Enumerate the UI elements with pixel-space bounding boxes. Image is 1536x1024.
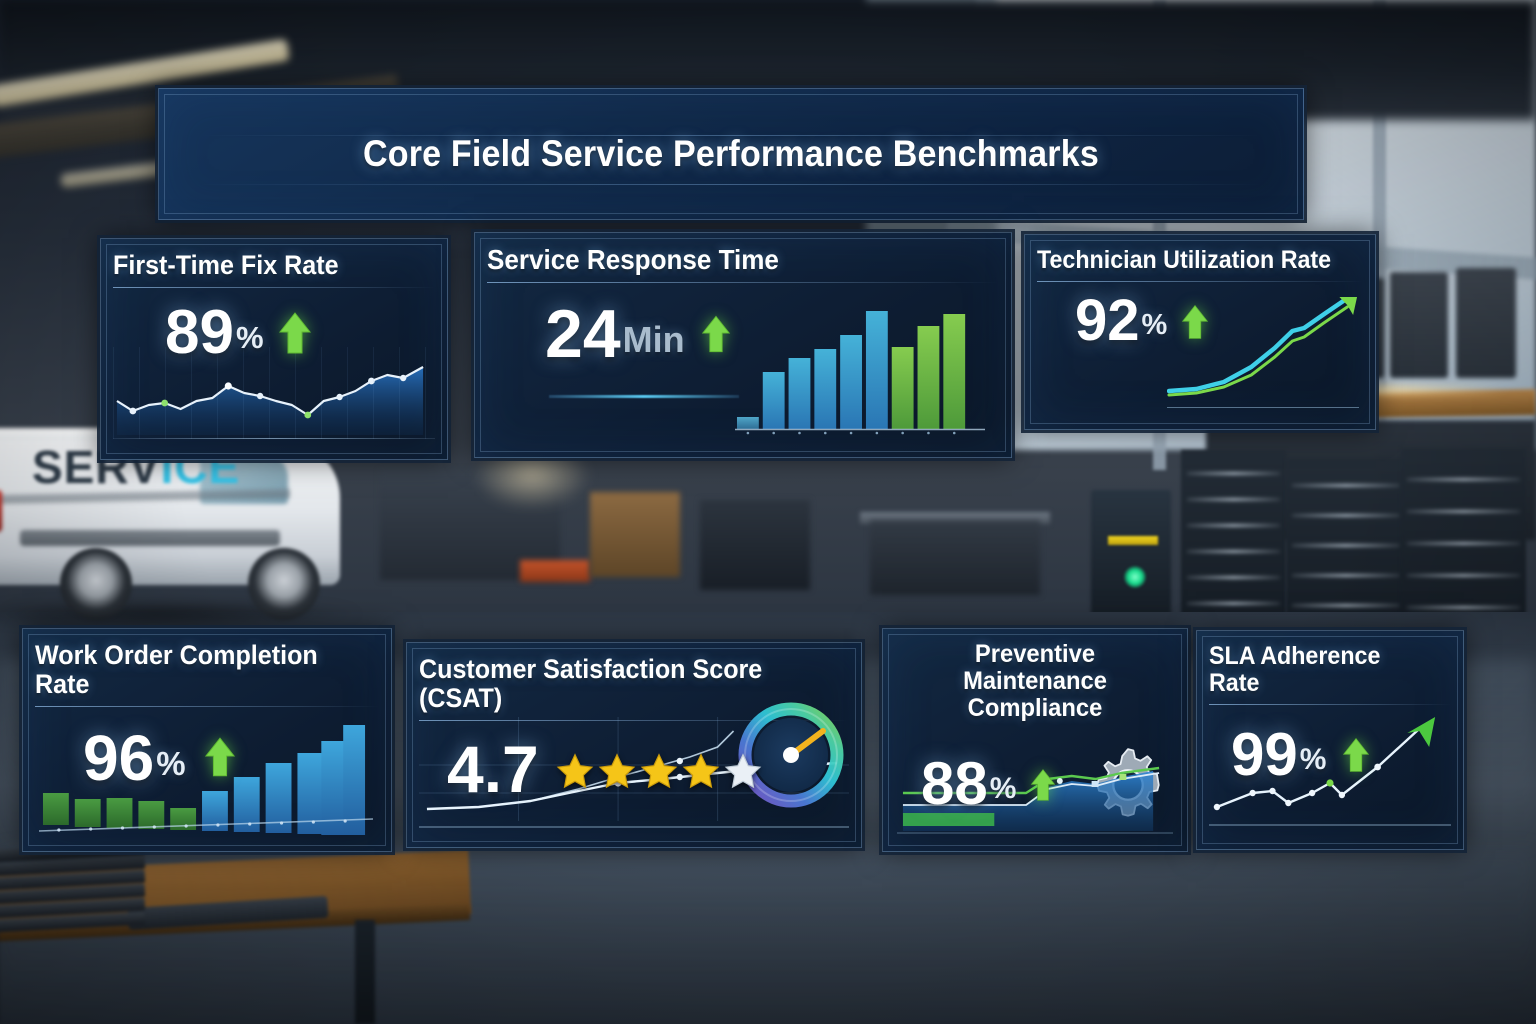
title-divider [1037, 281, 1363, 282]
metric-unit: Min [622, 318, 685, 360]
page-title: Core Field Service Performance Benchmark… [363, 133, 1099, 174]
metric-underline [549, 395, 739, 399]
van-taillight [0, 490, 2, 532]
card-title-work-order-completion-rate: Work Order Completion Rate [35, 640, 318, 700]
card-title-first-time-fix-rate: First-Time Fix Rate [113, 250, 339, 280]
kpi-card-work-order-completion-rate[interactable]: Work Order Completion Rate 96 % [22, 628, 392, 852]
arrow-up-icon [1031, 768, 1056, 801]
kpi-card-service-response-time[interactable]: Service Response Time 24 Min [474, 232, 1012, 458]
card-body: 96 % [35, 707, 379, 839]
storage-rack [1456, 268, 1516, 378]
metric-unit: % [989, 771, 1017, 805]
kpi-card-customer-satisfaction-score[interactable]: Customer Satisfaction Score (CSAT) 4.7 [406, 642, 862, 848]
tool-cabinet [1181, 450, 1286, 625]
card-body: 99 % [1209, 705, 1451, 837]
status-light-green [1124, 566, 1146, 588]
banner-screen: Core Field Service Performance Benchmark… [158, 88, 1304, 220]
star-filled-icon [682, 753, 720, 789]
gauge-icon [738, 702, 844, 808]
title-divider [1209, 704, 1451, 705]
metric-preventive-maintenance-compliance: 88 % [921, 750, 1056, 817]
arrow-up-icon [278, 312, 311, 354]
arrow-up-icon [1182, 304, 1209, 339]
tool-cabinet [1286, 458, 1406, 628]
chart-preventive-maintenance-compliance [897, 765, 1173, 837]
arrow-up-icon [1343, 737, 1370, 772]
metric-unit: % [1299, 742, 1327, 776]
kpi-card-preventive-maintenance-compliance[interactable]: Preventive Maintenance Compliance 88 % [882, 628, 1188, 852]
van-wheel [60, 548, 132, 620]
card-title-customer-satisfaction-score: Customer Satisfaction Score (CSAT) [419, 654, 763, 714]
metric-sla-adherence-rate: 99 % [1231, 721, 1370, 788]
card-body: 4.7 [419, 702, 849, 835]
chart-axis [113, 438, 435, 439]
metric-first-time-fix-rate: 89 % [165, 298, 312, 368]
mid-table-base [870, 520, 1040, 595]
kpi-card-sla-adherence-rate[interactable]: SLA Adherence Rate 99 % [1196, 630, 1464, 850]
title-divider [487, 282, 999, 284]
metric-unit: % [156, 745, 186, 783]
banner-divider-bottom [199, 184, 1263, 185]
tool-cabinet [1401, 448, 1526, 628]
chart-sla-adherence-rate [1209, 705, 1451, 831]
metric-value: 89 [165, 298, 234, 368]
metric-service-response-time: 24 Min [545, 296, 731, 373]
bar-chart-svg [735, 311, 985, 435]
mid-cabinet [700, 500, 810, 590]
stacked-panels [0, 841, 150, 934]
chart-work-order-completion-rate [38, 697, 374, 835]
bar-chart-svg [38, 725, 374, 835]
workbench-light-glow [1266, 386, 1506, 394]
chart-service-response-time [735, 295, 985, 435]
card-body: 88 % [895, 722, 1175, 839]
star-filled-icon [598, 753, 636, 789]
metric-value: 24 [545, 296, 621, 373]
metric-unit: % [235, 320, 264, 356]
metric-value: 88 [921, 750, 988, 817]
star-rating [555, 752, 763, 792]
machine-yellow-panel [1108, 536, 1158, 545]
orange-crate [520, 560, 590, 582]
metric-value: 96 [83, 722, 155, 795]
card-title-preventive-maintenance-compliance: Preventive Maintenance Compliance [963, 640, 1107, 722]
star-filled-icon [556, 753, 594, 789]
line-chart-svg [1209, 717, 1451, 826]
workbench-leg [355, 920, 375, 1024]
star-filled-icon [640, 753, 678, 789]
card-title-service-response-time: Service Response Time [487, 244, 779, 275]
card-body: 24 Min [487, 283, 999, 445]
metric-work-order-completion-rate: 96 % [83, 722, 236, 795]
trend-arrow-chart-svg [1166, 297, 1359, 408]
chart-first-time-fix-rate [113, 347, 435, 439]
metric-value: 4.7 [447, 732, 539, 807]
metric-value: 92 [1075, 288, 1140, 353]
chart-technician-utilization-rate [1166, 295, 1359, 413]
title-divider [35, 706, 379, 708]
line-chart-svg [116, 366, 424, 435]
arrow-up-icon [204, 737, 235, 777]
area-chart-svg [897, 766, 1173, 834]
storage-rack [1390, 272, 1448, 378]
card-body: 92 % [1037, 282, 1363, 417]
metric-value: 99 [1231, 721, 1298, 788]
cardboard-box [590, 492, 680, 577]
metric-technician-utilization-rate: 92 % [1075, 288, 1209, 353]
kpi-card-first-time-fix-rate[interactable]: First-Time Fix Rate 89 % [100, 238, 448, 460]
van-side-stripe [20, 530, 280, 546]
card-body: 89 % [113, 288, 435, 447]
title-divider [419, 720, 849, 722]
metric-customer-satisfaction-score: 4.7 [447, 732, 763, 807]
shop-machine [1091, 490, 1171, 630]
chart-grid [113, 347, 435, 439]
card-title-sla-adherence-rate: SLA Adherence Rate [1209, 642, 1381, 697]
arrow-up-icon [701, 315, 730, 352]
metric-unit: % [1141, 308, 1168, 341]
kpi-card-technician-utilization-rate[interactable]: Technician Utilization Rate 92 % [1024, 234, 1376, 430]
title-divider [113, 287, 435, 289]
banner-divider-top [199, 135, 1263, 136]
van-wheel [248, 548, 320, 620]
star-empty-icon [724, 753, 762, 789]
card-title-technician-utilization-rate: Technician Utilization Rate [1037, 246, 1332, 274]
